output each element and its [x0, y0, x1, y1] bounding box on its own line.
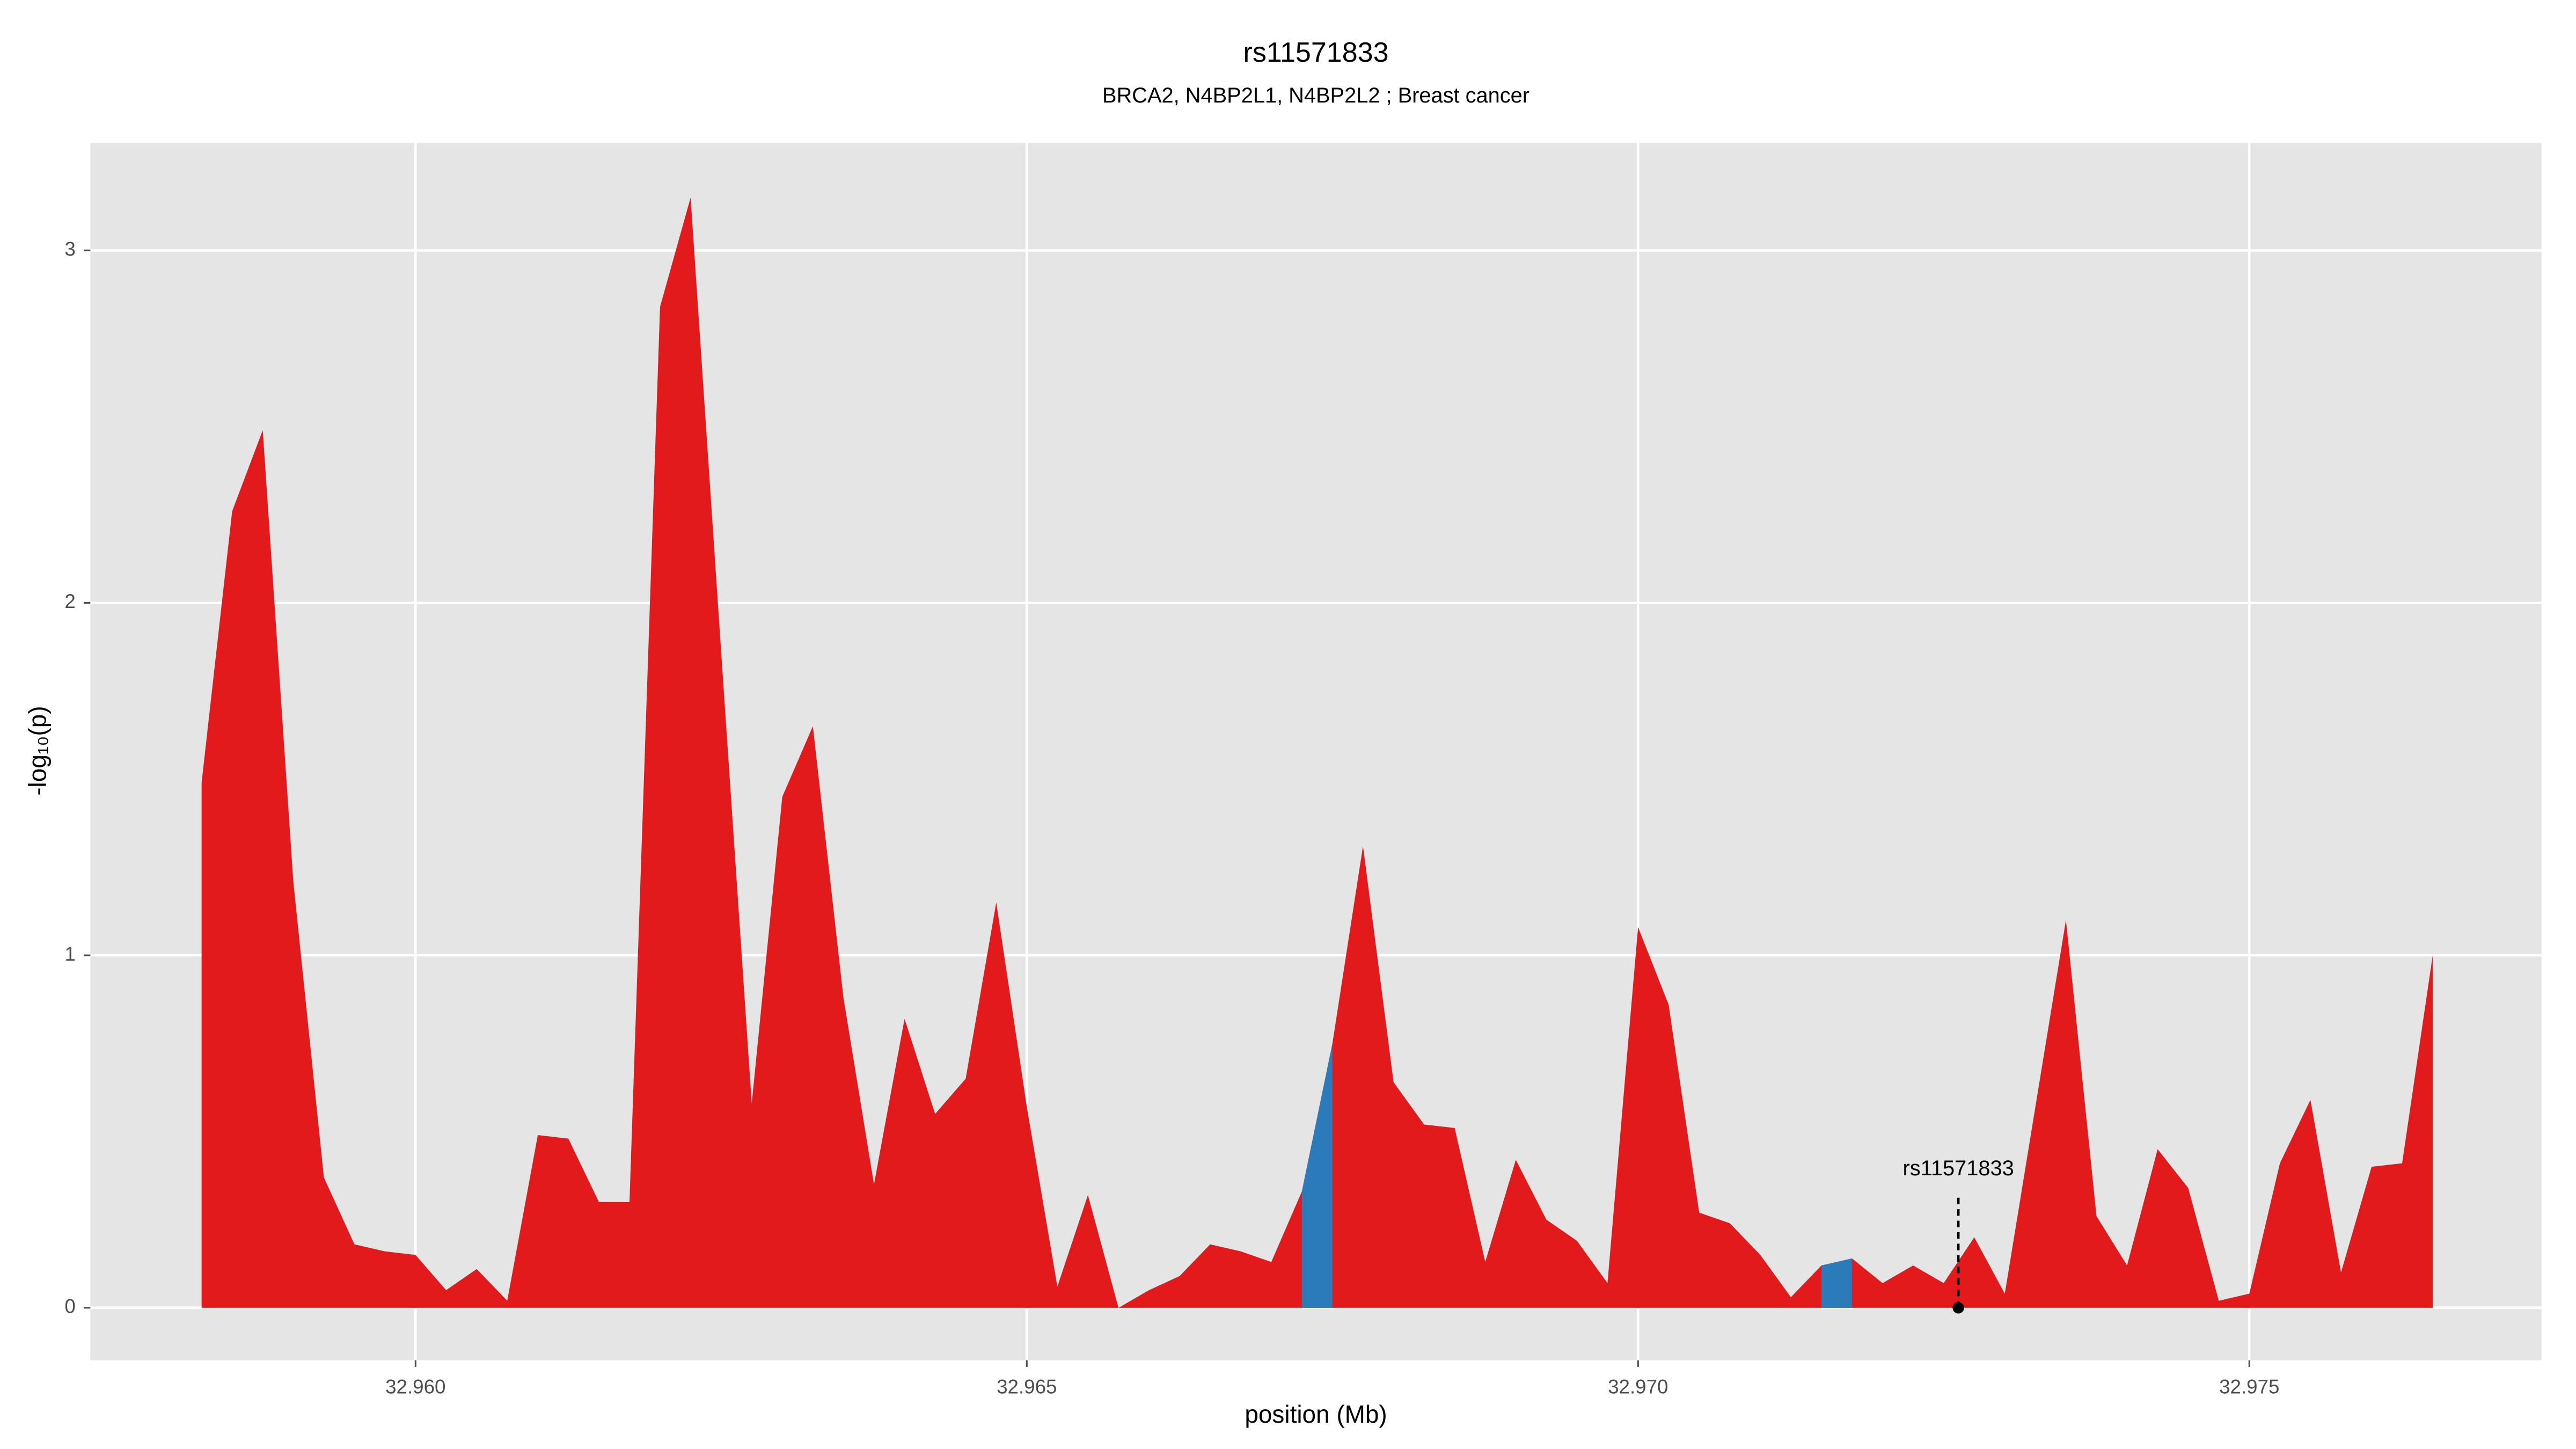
- y-tick-label: 0: [64, 1296, 75, 1318]
- chart-subtitle: BRCA2, N4BP2L1, N4BP2L2 ; Breast cancer: [1102, 84, 1529, 107]
- annotation-label: rs11571833: [1903, 1157, 2014, 1180]
- y-tick-label: 3: [64, 238, 75, 260]
- area: [201, 197, 2433, 1308]
- x-axis-title: position (Mb): [1245, 1400, 1387, 1428]
- x-tick-label: 32.960: [385, 1375, 445, 1397]
- y-axis-title: -log₁₀(p): [24, 706, 52, 795]
- annotation-point: [1952, 1302, 1964, 1314]
- x-tick-label: 32.965: [997, 1375, 1057, 1397]
- y-tick-label: 1: [64, 943, 75, 965]
- x-tick-label: 32.975: [2219, 1375, 2279, 1397]
- y-tick-label: 2: [64, 590, 75, 612]
- x-tick-label: 32.970: [1608, 1375, 1668, 1397]
- chart-title: rs11571833: [1243, 37, 1389, 68]
